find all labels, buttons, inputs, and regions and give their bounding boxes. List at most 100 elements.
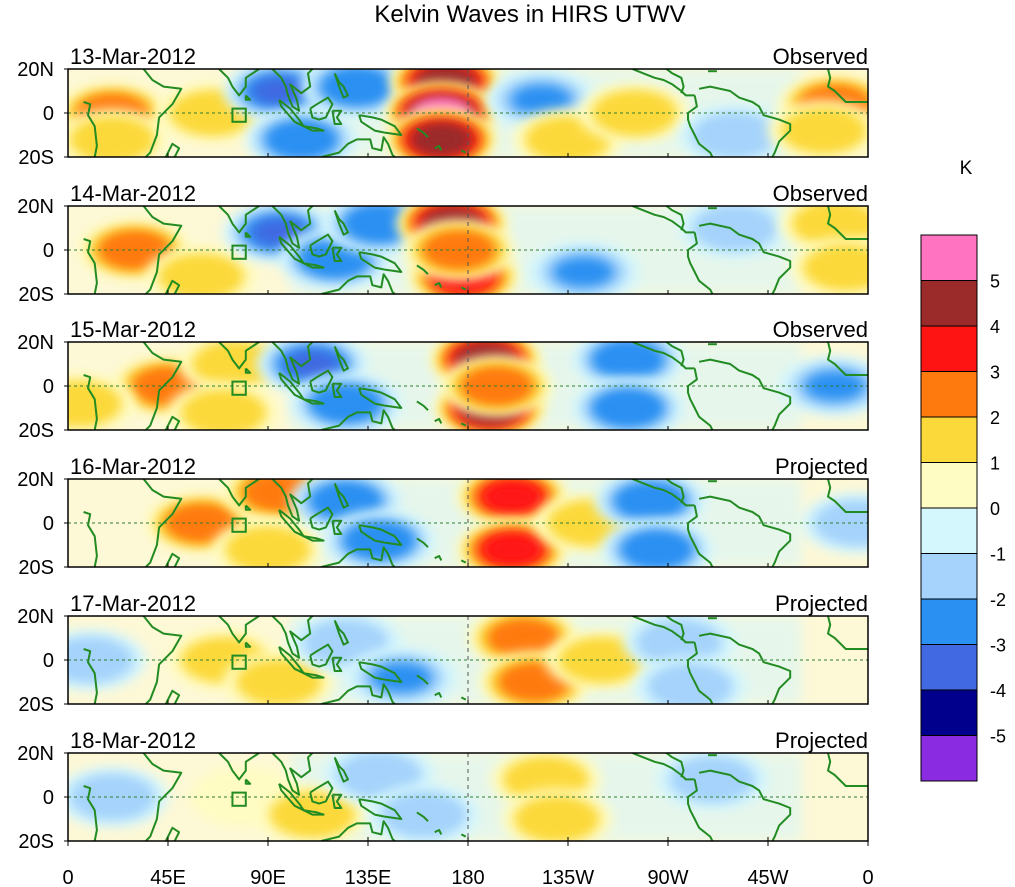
colorbar-label: -4	[990, 681, 1006, 701]
coastline	[687, 642, 714, 704]
coastline	[271, 753, 314, 796]
coastline	[687, 779, 714, 841]
y-tick-label: 20S	[18, 831, 54, 853]
coastline	[218, 342, 260, 370]
panel-date: 15-Mar-2012	[70, 317, 196, 342]
coastline	[164, 689, 181, 704]
anomaly-feature	[345, 647, 458, 704]
coastline	[303, 535, 325, 542]
anomaly-feature	[678, 206, 791, 258]
anomaly-feature	[500, 789, 613, 841]
coastline	[309, 780, 334, 805]
anomaly-feature	[467, 616, 580, 668]
coastline	[664, 206, 685, 231]
coastline	[632, 342, 695, 370]
anomaly-feature	[367, 784, 480, 841]
coastline	[309, 369, 334, 394]
coastline	[416, 400, 429, 411]
x-tick-label: 90E	[250, 867, 286, 887]
coastlines	[83, 342, 868, 430]
y-tick-label: 20N	[17, 332, 54, 354]
y-tick-label: 20N	[17, 196, 54, 218]
panel-status: Projected	[775, 728, 868, 753]
coastline	[664, 479, 685, 504]
x-tick-label: 0	[862, 867, 873, 887]
coastline	[333, 756, 349, 783]
colorbar-swatch	[920, 234, 978, 281]
y-tick-label: 20N	[17, 743, 54, 765]
coastline	[244, 504, 252, 511]
anomaly-feature	[678, 105, 791, 157]
coastline	[687, 368, 714, 430]
coastline	[632, 479, 695, 507]
coastlines	[83, 69, 868, 157]
coastline	[309, 96, 334, 121]
coastline	[698, 495, 792, 567]
region-box	[231, 244, 247, 260]
coastline	[321, 820, 396, 841]
coastline	[142, 342, 183, 430]
colorbar-swatch	[920, 507, 978, 554]
coastlines	[83, 753, 868, 841]
coastline	[434, 692, 443, 698]
colorbar-label: 0	[990, 499, 1000, 519]
y-tick-label: 20S	[18, 147, 54, 169]
coastline	[333, 619, 349, 646]
anomaly-feature	[167, 382, 280, 430]
coastline	[632, 206, 695, 234]
coastline	[827, 479, 868, 513]
coastline	[358, 251, 403, 273]
panel-13-Mar-2012: 20N 0 20S 13-Mar-2012 Observed	[17, 44, 869, 169]
coastline	[303, 125, 325, 132]
chart-title: Kelvin Waves in HIRS UTWV	[374, 1, 685, 28]
y-tick-label: 20N	[17, 469, 54, 491]
colorbar-unit: K	[960, 158, 973, 179]
coastline	[309, 643, 334, 668]
coastline	[434, 418, 443, 424]
coastline	[164, 826, 181, 841]
coastlines	[83, 616, 868, 704]
anomaly-feature	[456, 479, 569, 527]
colorbar-swatch	[920, 280, 978, 327]
coastline	[698, 358, 792, 430]
x-tick-label: 180	[451, 867, 484, 887]
panel-14-Mar-2012: 20N 0 20S 14-Mar-2012 Observed	[17, 181, 869, 306]
anomaly-feature	[800, 493, 868, 553]
coastline	[358, 114, 403, 136]
coastline	[303, 672, 325, 679]
anomaly-feature	[68, 109, 169, 157]
coastline	[303, 262, 325, 269]
y-tick-label: 20S	[18, 694, 54, 716]
coastline	[698, 632, 792, 704]
colorbar-swatch	[920, 416, 978, 463]
panel-date: 17-Mar-2012	[70, 591, 196, 616]
coastline	[664, 342, 685, 367]
coastline	[271, 342, 314, 385]
coastline	[698, 769, 792, 841]
coastline	[333, 482, 349, 509]
anomaly-feature	[212, 519, 324, 567]
x-tick-label: 0	[62, 867, 73, 887]
panel-date: 18-Mar-2012	[70, 728, 196, 753]
panel-15-Mar-2012: 20N 0 20S 15-Mar-2012 Observed	[17, 317, 869, 442]
anomaly-feature	[527, 242, 640, 294]
panel-status: Projected	[775, 591, 868, 616]
coastline	[827, 616, 868, 650]
coastline	[83, 648, 98, 704]
panel-status: Observed	[773, 44, 868, 69]
region-box	[231, 517, 247, 533]
coastline	[333, 345, 349, 372]
anomaly-field	[68, 69, 868, 157]
coastline	[331, 246, 343, 262]
coastline	[331, 382, 343, 398]
colorbar-swatch	[920, 689, 978, 736]
panel-status: Projected	[775, 454, 868, 479]
coastline	[164, 415, 181, 430]
colorbar: K 5 4 3 2 1 0 -1 -2 -3 -4 -5	[920, 158, 1006, 782]
coastline	[303, 398, 325, 405]
anomaly-field	[68, 342, 868, 430]
y-tick-label: 20S	[18, 284, 54, 306]
anomaly-feature	[600, 519, 713, 567]
coastline	[460, 149, 467, 154]
coastline	[271, 69, 314, 112]
